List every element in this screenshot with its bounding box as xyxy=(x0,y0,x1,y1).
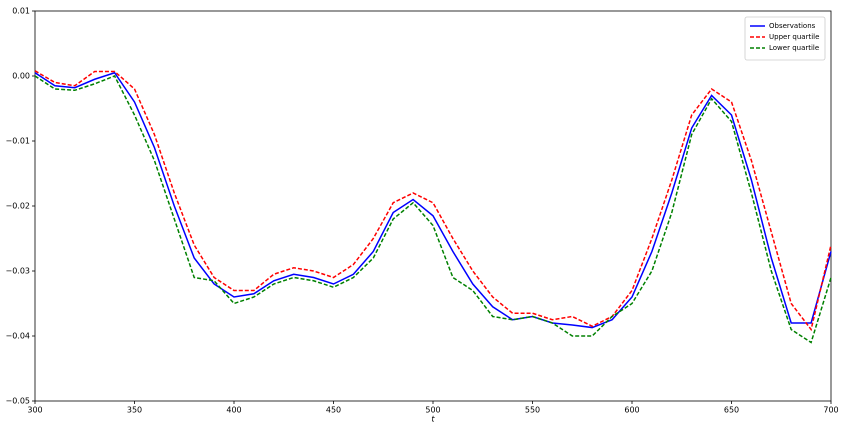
y-tick-label: −0.02 xyxy=(5,202,30,211)
y-tick-label: −0.04 xyxy=(5,332,30,341)
series-line xyxy=(34,71,832,329)
x-tick-label: 500 xyxy=(425,406,440,415)
y-tick-label: −0.01 xyxy=(5,137,30,146)
legend-label: Upper quartile xyxy=(769,33,819,41)
legend-label: Observations xyxy=(769,22,816,30)
legend-label: Lower quartile xyxy=(769,44,819,52)
x-tick-label: 400 xyxy=(226,406,241,415)
x-tick-label: 450 xyxy=(326,406,341,415)
series-line xyxy=(34,70,832,332)
x-tick-label: 600 xyxy=(624,406,639,415)
x-tick-label: 550 xyxy=(525,406,540,415)
x-tick-label: 350 xyxy=(127,406,142,415)
plot-frame xyxy=(34,10,832,402)
x-tick-label: 700 xyxy=(823,406,838,415)
series-line xyxy=(34,75,832,344)
x-tick-label: 650 xyxy=(724,406,739,415)
y-tick-label: 0.01 xyxy=(12,7,30,16)
y-tick-label: 0.00 xyxy=(12,72,30,81)
y-tick-label: −0.05 xyxy=(5,397,30,406)
x-axis-label: t xyxy=(431,415,435,424)
y-tick-label: −0.03 xyxy=(5,267,30,276)
x-tick-label: 300 xyxy=(27,406,42,415)
legend-box xyxy=(744,16,826,61)
